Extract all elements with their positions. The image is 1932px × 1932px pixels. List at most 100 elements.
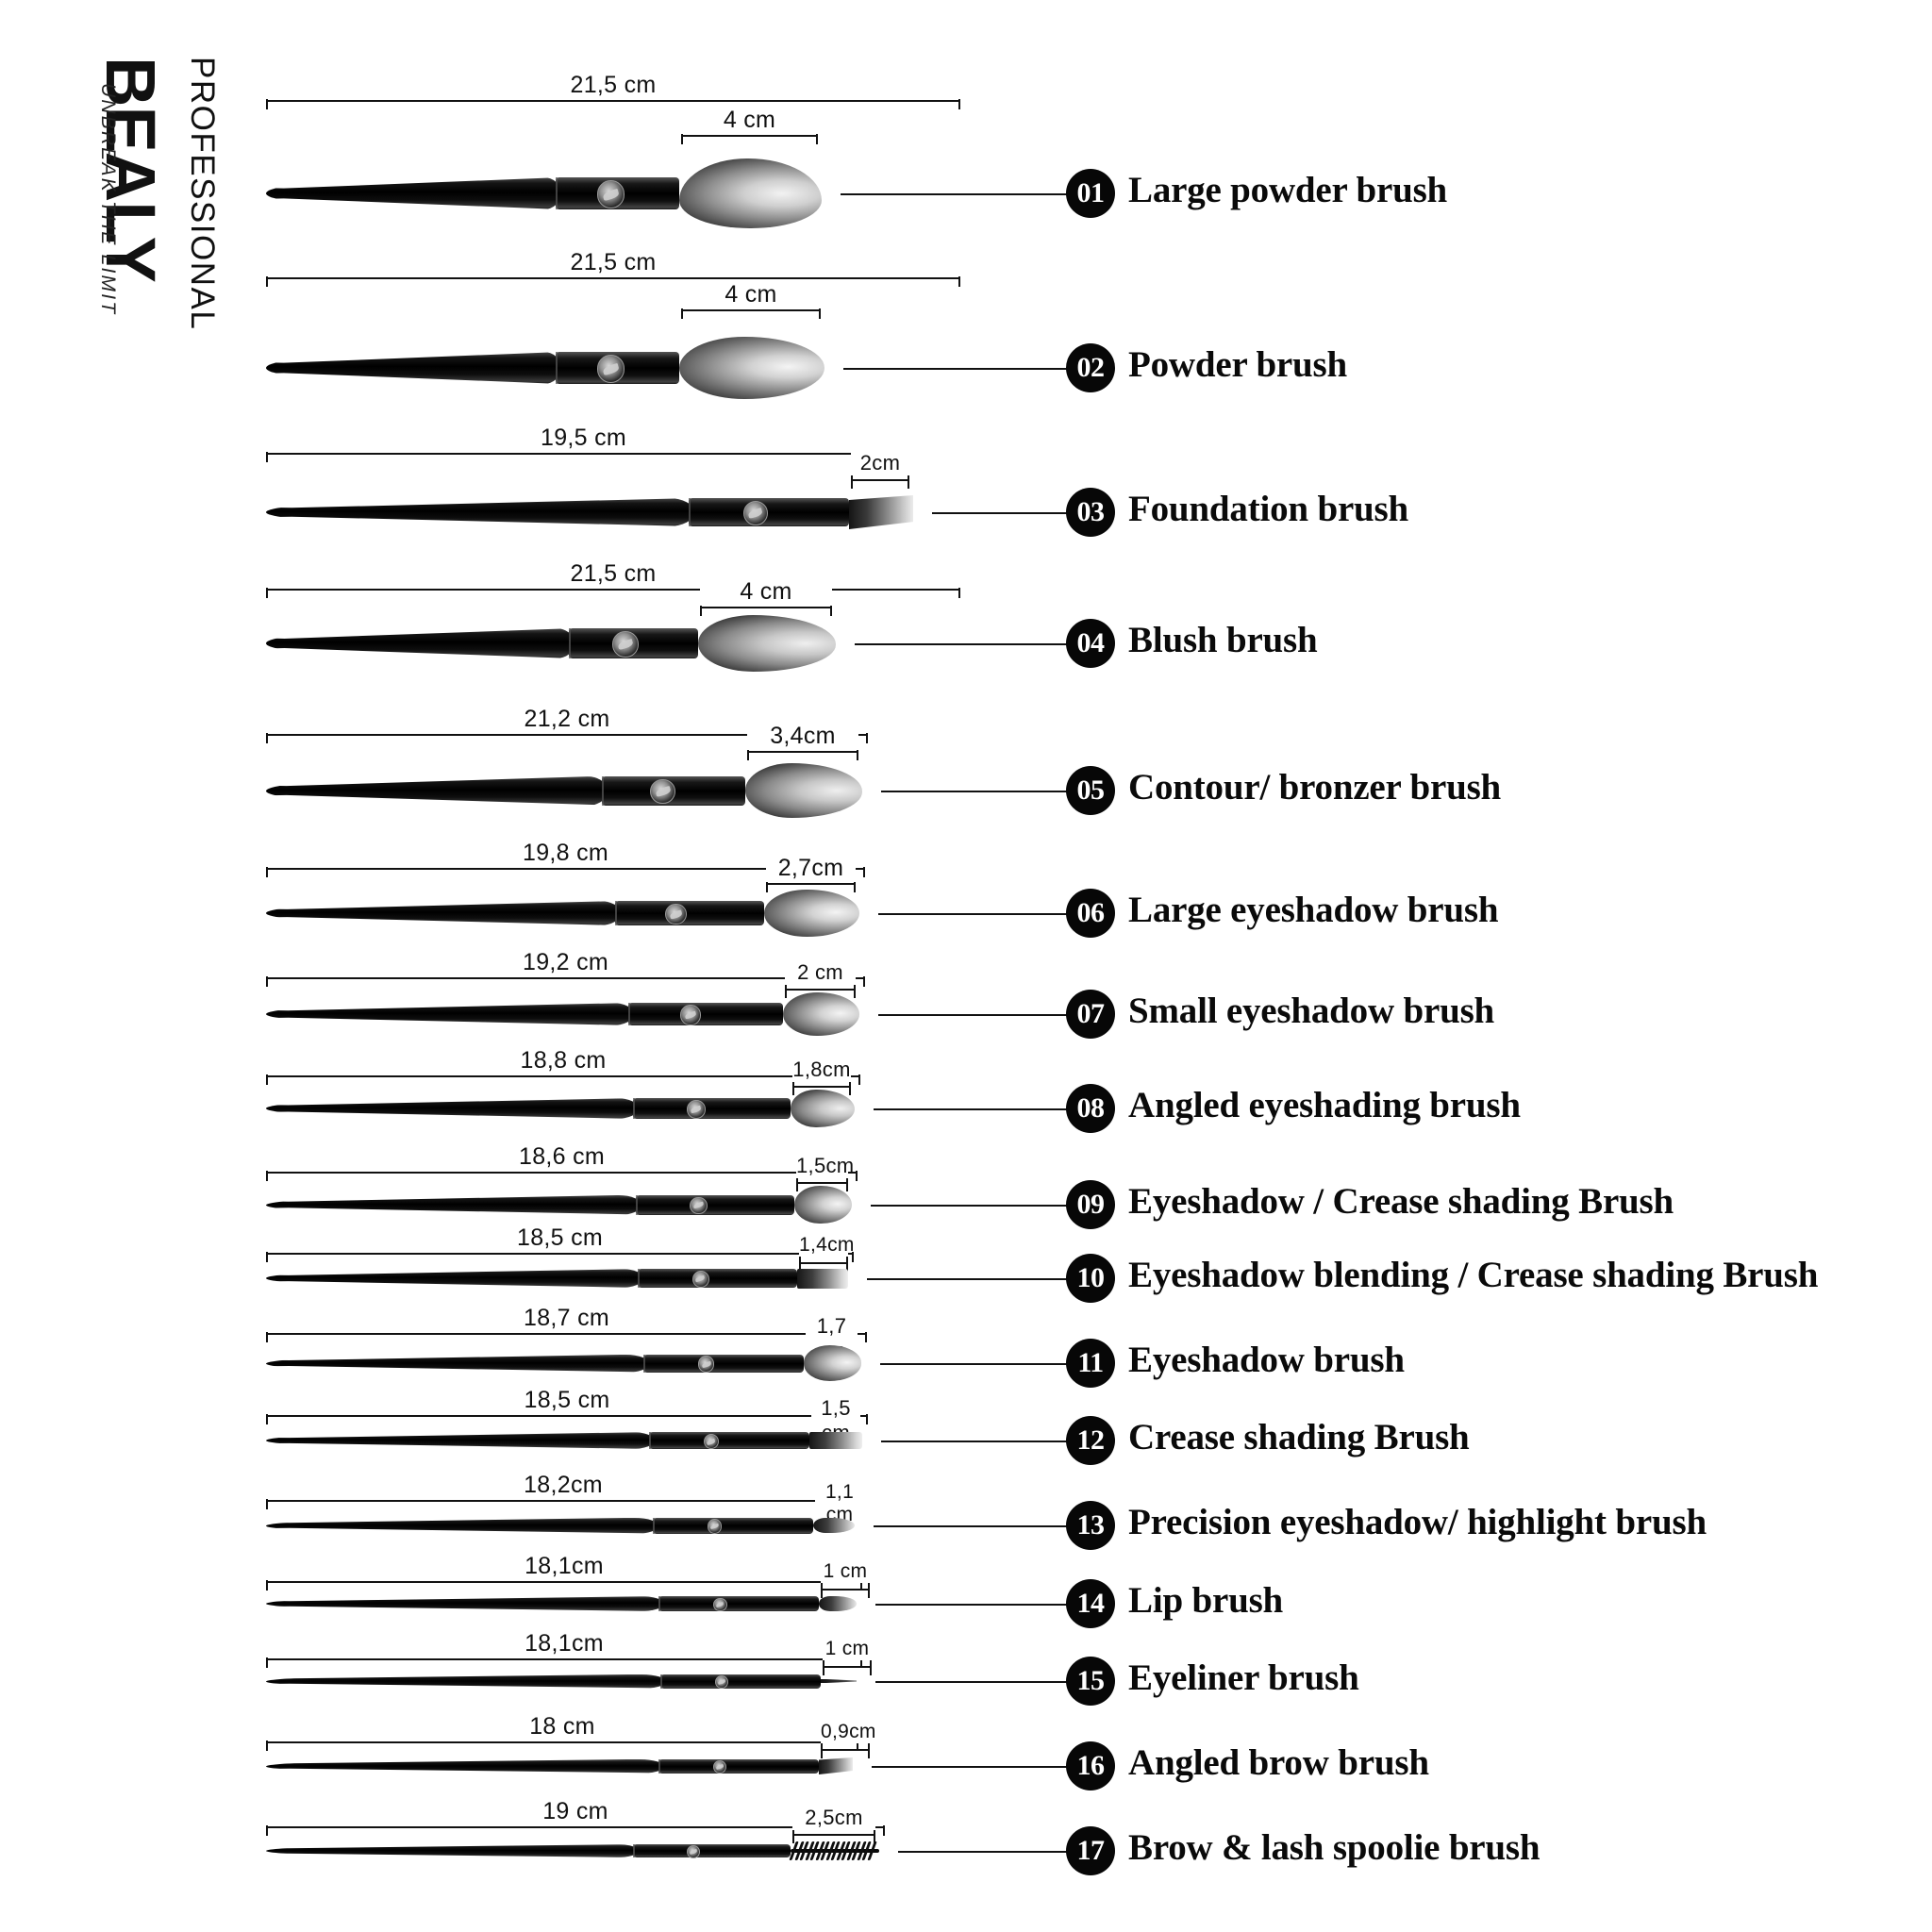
item-number-badge[interactable]: 17 bbox=[1066, 1826, 1115, 1875]
length-value: 18,1cm bbox=[266, 1630, 862, 1657]
brand-emblem-icon bbox=[686, 1845, 700, 1858]
length-dimension: 18,7 cm bbox=[266, 1305, 867, 1342]
head-width-value: 1,4cm bbox=[799, 1234, 855, 1257]
head-width-dimension: 1,4cm bbox=[799, 1234, 854, 1272]
length-value: 18 cm bbox=[266, 1713, 858, 1740]
ferrule-seam bbox=[653, 1517, 655, 1534]
item-number-badge[interactable]: 06 bbox=[1066, 889, 1115, 938]
item-label[interactable]: Eyeshadow brush bbox=[1128, 1340, 1405, 1380]
head-width-dimension: 4 cm bbox=[681, 107, 818, 144]
item-number-badge[interactable]: 10 bbox=[1066, 1254, 1115, 1303]
dimension-line bbox=[823, 1666, 872, 1668]
brand-emblem-icon bbox=[650, 778, 676, 805]
dimension-tick-right bbox=[856, 1164, 858, 1181]
item-label[interactable]: Powder brush bbox=[1128, 344, 1347, 385]
leader-line bbox=[898, 1851, 1081, 1853]
dimension-tick-right bbox=[874, 1826, 875, 1843]
dimension-line bbox=[700, 607, 832, 608]
length-dimension: 19 cm bbox=[266, 1798, 885, 1836]
brand-subtitle: PROFESSIONAL bbox=[184, 57, 221, 331]
item-label[interactable]: Contour/ bronzer brush bbox=[1128, 767, 1502, 808]
brush-ferrule bbox=[627, 1003, 783, 1025]
item-number-badge[interactable]: 08 bbox=[1066, 1084, 1115, 1133]
brush-ferrule bbox=[653, 1517, 813, 1534]
brush-head bbox=[783, 991, 859, 1037]
ferrule-seam bbox=[636, 1194, 638, 1215]
length-dimension: 19,8 cm bbox=[266, 840, 865, 877]
brush-handle bbox=[266, 1674, 666, 1689]
item-label[interactable]: Angled brow brush bbox=[1128, 1742, 1429, 1783]
item-number-badge[interactable]: 01 bbox=[1066, 169, 1115, 218]
head-width-dimension: 1 cm bbox=[823, 1638, 872, 1675]
leader-line bbox=[855, 643, 1081, 645]
item-number-badge[interactable]: 07 bbox=[1066, 990, 1115, 1039]
item-label[interactable]: Brow & lash spoolie brush bbox=[1128, 1827, 1541, 1868]
brush-handle bbox=[266, 1758, 664, 1774]
brush-ferrule bbox=[614, 901, 764, 925]
dimension-tick-left bbox=[792, 1078, 794, 1095]
item-number-badge[interactable]: 14 bbox=[1066, 1579, 1115, 1628]
item-label[interactable]: Blush brush bbox=[1128, 620, 1318, 660]
item-number-badge[interactable]: 05 bbox=[1066, 766, 1115, 815]
dimension-tick-left bbox=[799, 1255, 801, 1272]
dimension-tick-left bbox=[266, 1245, 268, 1262]
ferrule-seam bbox=[601, 775, 604, 806]
brand-logo: BEALY PROFESSIONAL UNBREAK THE LIMIT bbox=[0, 0, 221, 528]
item-label[interactable]: Eyeshadow blending / Crease shading Brus… bbox=[1128, 1255, 1819, 1295]
dimension-line bbox=[266, 1581, 862, 1583]
item-number-badge[interactable]: 15 bbox=[1066, 1657, 1115, 1706]
item-number-badge[interactable]: 04 bbox=[1066, 619, 1115, 668]
item-label[interactable]: Small eyeshadow brush bbox=[1128, 991, 1495, 1031]
dimension-tick-left bbox=[681, 127, 683, 144]
dimension-tick-left bbox=[821, 1581, 823, 1598]
brush-head bbox=[679, 158, 822, 229]
head-width-dimension: 0,9cm bbox=[821, 1721, 875, 1758]
item-label[interactable]: Precision eyeshadow/ highlight brush bbox=[1128, 1502, 1707, 1542]
head-width-dimension: 1 cm bbox=[821, 1560, 870, 1598]
head-width-value: 3,4cm bbox=[747, 723, 858, 750]
leader-line bbox=[881, 791, 1081, 792]
dimension-tick-right bbox=[958, 92, 960, 109]
ferrule-seam bbox=[555, 177, 558, 209]
dimension-line bbox=[266, 1415, 868, 1417]
item-label[interactable]: Large powder brush bbox=[1128, 170, 1448, 210]
length-value: 18,8 cm bbox=[266, 1047, 860, 1074]
dimension-tick-right bbox=[883, 1819, 885, 1836]
item-number-badge[interactable]: 09 bbox=[1066, 1180, 1115, 1229]
length-dimension: 18,6 cm bbox=[266, 1143, 858, 1181]
brush-handle bbox=[266, 628, 575, 658]
brand-emblem-icon bbox=[712, 1597, 727, 1612]
item-number-badge[interactable]: 02 bbox=[1066, 343, 1115, 392]
brush-head bbox=[745, 763, 862, 818]
item-label[interactable]: Eyeshadow / Crease shading Brush bbox=[1128, 1181, 1674, 1222]
dimension-line bbox=[266, 1253, 854, 1255]
head-width-dimension: 1,1 cm bbox=[815, 1481, 864, 1526]
brush-head bbox=[794, 1185, 852, 1224]
brush-head bbox=[789, 1840, 879, 1861]
item-number-badge[interactable]: 12 bbox=[1066, 1416, 1115, 1465]
brand-emblem-icon bbox=[707, 1519, 723, 1534]
brush-ferrule bbox=[658, 1758, 819, 1774]
item-number-badge[interactable]: 16 bbox=[1066, 1741, 1115, 1790]
leader-line bbox=[871, 1205, 1081, 1207]
leader-line bbox=[878, 913, 1081, 915]
item-label[interactable]: Foundation brush bbox=[1128, 489, 1409, 529]
dimension-tick-left bbox=[266, 1819, 268, 1836]
head-width-dimension: 2 cm bbox=[785, 960, 856, 998]
item-number-badge[interactable]: 13 bbox=[1066, 1501, 1115, 1550]
brush-ferrule bbox=[633, 1844, 791, 1857]
item-number-badge[interactable]: 11 bbox=[1066, 1339, 1115, 1388]
item-label[interactable]: Eyeliner brush bbox=[1128, 1657, 1359, 1698]
item-label[interactable]: Crease shading Brush bbox=[1128, 1417, 1470, 1457]
head-width-value: 4 cm bbox=[681, 281, 821, 308]
dimension-tick-left bbox=[796, 1174, 798, 1191]
item-number-badge[interactable]: 03 bbox=[1066, 488, 1115, 537]
dimension-tick-right bbox=[846, 1174, 848, 1191]
item-label[interactable]: Angled eyeshading brush bbox=[1128, 1085, 1521, 1125]
dimension-tick-left bbox=[747, 743, 749, 760]
head-width-value: 2,5cm bbox=[792, 1806, 875, 1830]
item-label[interactable]: Lip brush bbox=[1128, 1580, 1284, 1621]
dimension-tick-left bbox=[266, 581, 268, 598]
item-label[interactable]: Large eyeshadow brush bbox=[1128, 890, 1499, 930]
brand-emblem-icon bbox=[703, 1433, 720, 1450]
